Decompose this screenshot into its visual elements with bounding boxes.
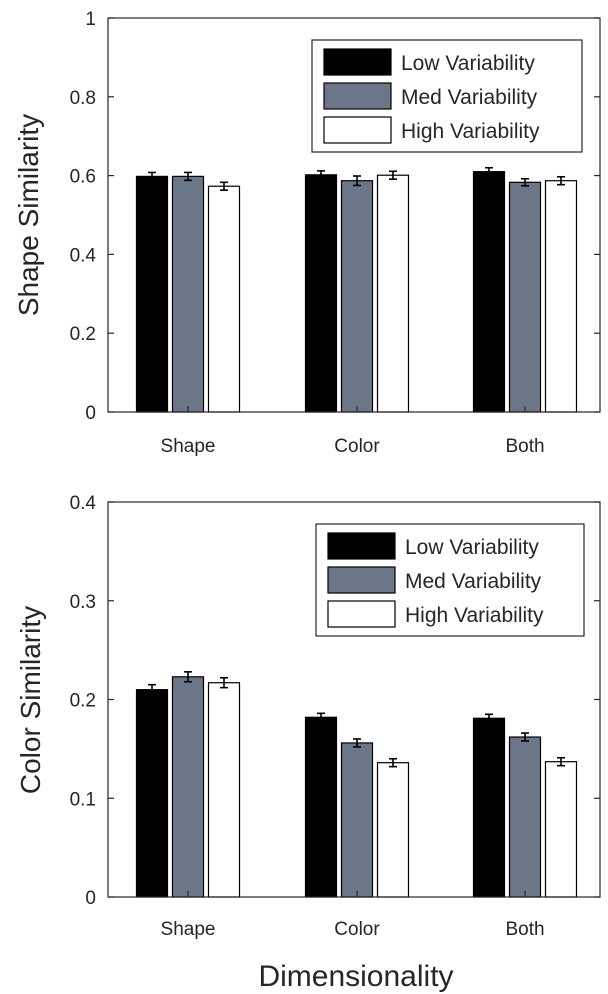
- bar: [207, 682, 241, 898]
- y-axis-label: Color Similarity: [15, 606, 46, 794]
- legend-entry: High Variability: [405, 604, 544, 627]
- y-tick-label: 0.1: [70, 789, 96, 810]
- y-tick-label: 0: [85, 403, 96, 424]
- bar: [544, 761, 578, 898]
- y-tick-label: 0.4: [70, 493, 97, 514]
- chart-panel-1: 0 0.2 0.4 0.6 0.8 1 Shape Color Both Shape Simila…: [13, 9, 601, 457]
- error-bar: [353, 738, 361, 748]
- x-tick-label: Both: [505, 436, 544, 457]
- bar: [472, 171, 506, 413]
- legend-entry: Low Variability: [405, 536, 539, 559]
- legend-entry: Med Variability: [401, 86, 538, 109]
- error-bar: [389, 170, 397, 180]
- bar: [304, 174, 338, 413]
- error-bar: [220, 676, 228, 689]
- legend-entry: High Variability: [401, 120, 540, 143]
- error-bar: [220, 181, 228, 191]
- chart-panel-2: 0 0.1 0.2 0.3 0.4 Shape Color Both Color Similar…: [15, 493, 601, 993]
- bar: [207, 185, 241, 413]
- bar: [544, 180, 578, 413]
- legend-entry: Low Variability: [401, 52, 535, 75]
- bar: [340, 742, 374, 898]
- x-tick-label: Color: [334, 436, 380, 457]
- error-bar: [184, 171, 192, 182]
- legend-swatch: [323, 116, 392, 144]
- legend-swatch: [327, 566, 396, 594]
- bar: [376, 762, 410, 898]
- error-bar: [317, 170, 325, 180]
- error-bar: [521, 177, 529, 187]
- y-tick-label: 0.2: [70, 691, 96, 712]
- axes-box: [107, 17, 601, 413]
- legend: Low Variability Med Variability High Varia…: [311, 39, 583, 153]
- legend-swatch: [323, 82, 392, 110]
- legend-swatch: [327, 532, 396, 560]
- error-bar: [389, 757, 397, 768]
- x-axis-label: Dimensionality: [258, 960, 453, 993]
- y-axis-label: Shape Similarity: [13, 114, 44, 316]
- legend-swatch: [323, 48, 392, 76]
- bar: [472, 717, 506, 898]
- error-bar: [557, 756, 565, 767]
- bar: [135, 689, 169, 898]
- y-tick-label: 0.6: [70, 167, 96, 188]
- bar: [171, 676, 205, 898]
- y-tick-label: 0.3: [70, 592, 96, 613]
- bar: [135, 175, 169, 413]
- error-bar: [317, 712, 325, 723]
- error-bar: [353, 175, 361, 187]
- error-bar: [148, 171, 156, 182]
- y-tick-label: 0.4: [70, 245, 97, 266]
- legend: Low Variability Med Variability High Varia…: [315, 523, 585, 637]
- bar: [171, 175, 205, 413]
- error-bar: [485, 166, 493, 177]
- x-tick-label: Shape: [161, 919, 216, 940]
- bar: [340, 180, 374, 413]
- bar: [376, 174, 410, 413]
- y-tick-label: 0.8: [70, 88, 96, 109]
- error-bar: [521, 732, 529, 742]
- y-tick-label: 0.2: [70, 324, 96, 345]
- error-bar: [557, 175, 565, 186]
- bar: [508, 736, 542, 898]
- x-tick-label: Color: [334, 919, 380, 940]
- y-tick-label: 1: [85, 9, 96, 30]
- y-tick-label: 0: [85, 888, 96, 909]
- legend-entry: Med Variability: [405, 570, 542, 593]
- error-bar: [485, 713, 493, 724]
- error-bar: [184, 671, 192, 683]
- x-tick-label: Both: [505, 919, 544, 940]
- bar: [304, 716, 338, 898]
- error-bar: [148, 683, 156, 696]
- x-tick-label: Shape: [161, 436, 216, 457]
- bar: [508, 181, 542, 413]
- legend-swatch: [327, 600, 396, 628]
